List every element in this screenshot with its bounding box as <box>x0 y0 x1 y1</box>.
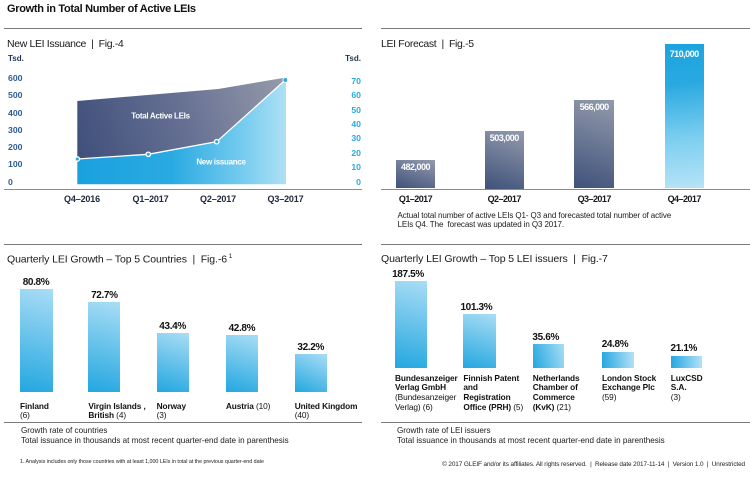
svg-text:New issuance: New issuance <box>196 158 246 167</box>
svg-text:Total Active LEIs: Total Active LEIs <box>131 112 190 121</box>
